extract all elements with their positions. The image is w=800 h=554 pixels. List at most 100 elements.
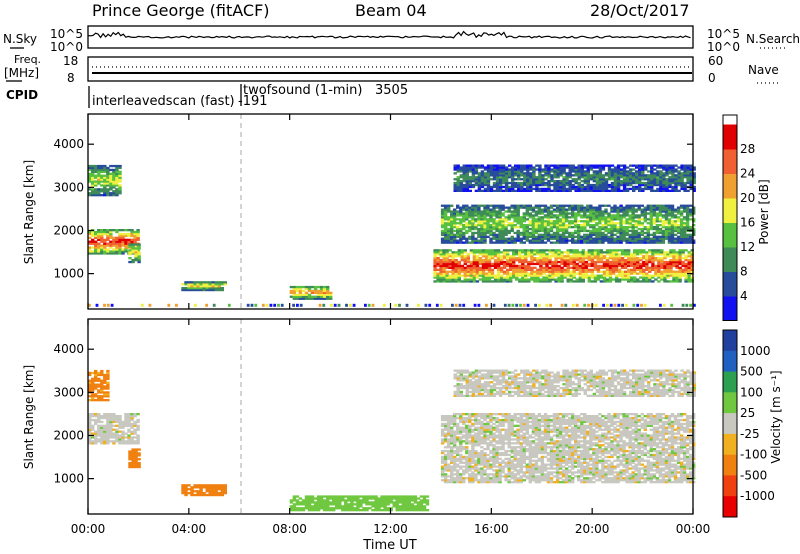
- power-cell: [658, 237, 663, 240]
- power-cell: [577, 176, 581, 179]
- velocity-cell: [109, 426, 113, 429]
- power-cell: [627, 259, 631, 262]
- power-cell: [512, 249, 516, 252]
- power-cell: [445, 278, 449, 281]
- power-cell: [100, 164, 104, 168]
- power-cell: [517, 183, 521, 187]
- power-cell: [555, 208, 560, 211]
- velocity-cell: [124, 422, 128, 426]
- power-cell: [489, 170, 494, 173]
- velocity-cell: [106, 416, 110, 420]
- power-cell: [520, 187, 524, 191]
- power-cell: [648, 276, 652, 279]
- power-cell: [648, 249, 652, 252]
- power-cell: [673, 229, 678, 233]
- power-cell: [322, 285, 327, 289]
- power-cell: [440, 222, 445, 225]
- power-cell: [445, 253, 449, 256]
- power-cell: [91, 176, 95, 179]
- velocity-cell: [121, 424, 125, 427]
- power-cell: [611, 266, 616, 269]
- power-cell: [481, 268, 486, 271]
- power-cell: [492, 208, 496, 211]
- power-cell: [435, 303, 439, 307]
- power-cell: [668, 170, 672, 173]
- velocity-cell: [97, 397, 101, 400]
- power-cell: [506, 249, 510, 252]
- power-cell: [656, 178, 660, 181]
- power-cell: [496, 266, 501, 269]
- power-cell: [322, 289, 327, 293]
- power-cell: [553, 166, 557, 169]
- power-cell: [540, 222, 545, 225]
- power-cell: [175, 303, 178, 307]
- power-cell: [134, 257, 138, 260]
- power-cell: [613, 237, 617, 240]
- power-cell: [679, 237, 684, 240]
- power-cell: [631, 206, 635, 209]
- power-cell: [559, 187, 563, 191]
- power-cell: [676, 241, 681, 244]
- velocity-cell: [97, 377, 101, 380]
- power-cell: [507, 206, 511, 209]
- velocity-cell: [292, 499, 297, 502]
- velocity-cell: [94, 418, 98, 422]
- power-cell: [598, 237, 602, 240]
- power-cell: [583, 229, 587, 233]
- power-cell: [507, 208, 511, 211]
- power-cell: [100, 190, 104, 193]
- power-cell: [549, 210, 554, 213]
- power-cell: [689, 214, 693, 217]
- power-cell: [109, 230, 113, 234]
- power-cell: [586, 181, 590, 185]
- power-cell: [577, 224, 581, 227]
- power-cell: [610, 216, 614, 219]
- power-cell: [246, 303, 250, 307]
- power-cell: [674, 164, 678, 167]
- velocity-cell: [329, 507, 333, 510]
- power-cell: [662, 180, 666, 183]
- power-cell: [462, 224, 466, 227]
- power-cell: [534, 239, 539, 242]
- power-cell: [552, 224, 557, 227]
- power-echoes: [88, 164, 696, 307]
- power-cell: [211, 281, 215, 284]
- power-cell: [645, 268, 649, 271]
- power-cell: [628, 226, 632, 229]
- power-cell: [540, 224, 545, 227]
- power-cell: [555, 227, 560, 231]
- power-cell: [468, 227, 472, 231]
- power-cell: [628, 224, 632, 227]
- power-cell: [453, 229, 457, 233]
- power-cell: [508, 170, 512, 173]
- velocity-cell: [106, 393, 110, 396]
- power-cell: [522, 224, 526, 227]
- power-cell: [518, 270, 522, 273]
- power-cell: [512, 262, 516, 266]
- power-cell: [443, 241, 448, 244]
- power-cell: [537, 241, 542, 244]
- power-cell: [625, 227, 629, 231]
- velocity-cell: [443, 459, 448, 462]
- velocity-cell: [292, 503, 297, 506]
- velocity-cell: [131, 452, 135, 455]
- power-cell: [644, 174, 648, 177]
- power-cell: [486, 180, 491, 183]
- velocity-cell: [310, 501, 315, 504]
- power-cell: [537, 233, 542, 236]
- velocity-cell: [118, 422, 122, 426]
- power-cell: [475, 264, 480, 268]
- velocity-cell: [413, 509, 418, 512]
- power-cell: [524, 251, 528, 254]
- velocity-cell: [223, 488, 227, 491]
- velocity-cell: [130, 418, 134, 422]
- power-cell: [631, 237, 635, 240]
- velocity-cell: [121, 434, 125, 437]
- power-cell: [559, 180, 563, 183]
- power-cell: [100, 230, 104, 234]
- power-cell: [586, 214, 590, 217]
- power-cell: [535, 180, 539, 183]
- power-cell: [574, 174, 578, 177]
- power-cell: [443, 239, 448, 242]
- velocity-cell: [112, 428, 116, 431]
